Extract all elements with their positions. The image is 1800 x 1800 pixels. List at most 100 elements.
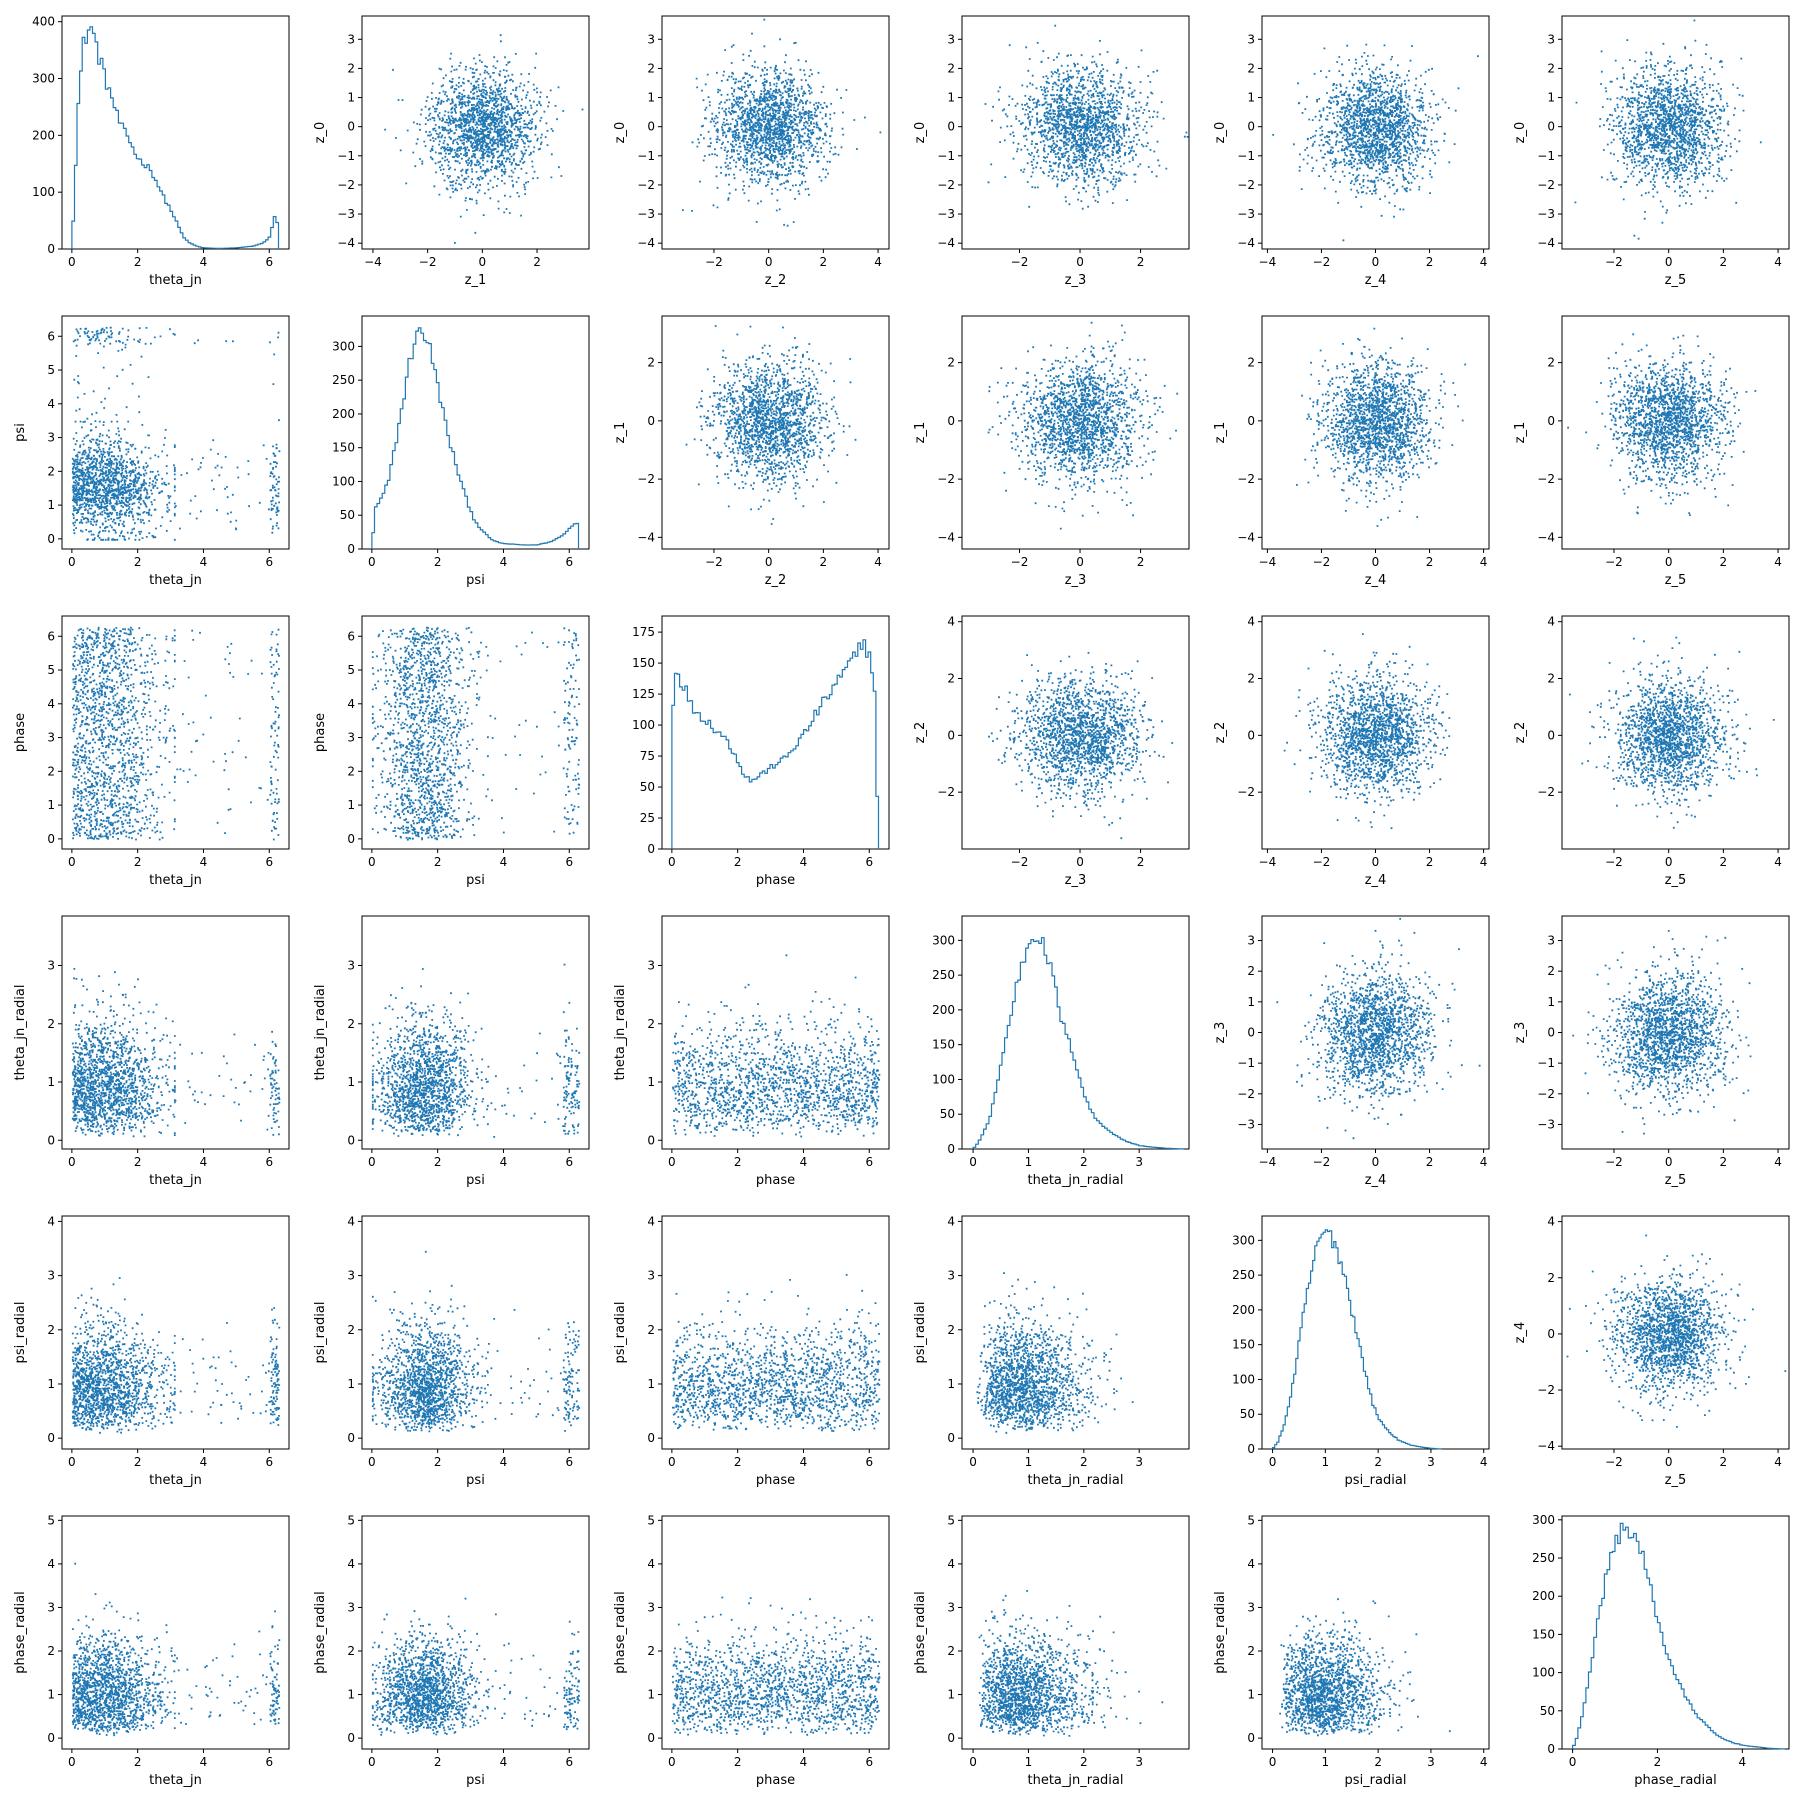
histogram-phase: 0 2 4 6 phase 0 25 50 75 100 125 150 175 — [632, 615, 890, 888]
axes-frame — [361, 915, 590, 1150]
x-tick-label: 6 — [865, 1755, 873, 1769]
x-tick-label: 0 — [68, 1455, 76, 1469]
y-tick-label: 3 — [647, 1600, 655, 1614]
x-axis-label: z_5 — [1665, 573, 1687, 588]
x-tick-label: −2 — [1605, 555, 1623, 569]
histogram-step-line — [371, 327, 580, 549]
y-tick-label: 0 — [1547, 728, 1555, 742]
x-axis-label: z_4 — [1365, 873, 1387, 888]
x-tick-label: −2 — [1011, 855, 1029, 869]
y-tick-label: 4 — [947, 1214, 955, 1228]
y-tick-label: 2 — [347, 1017, 355, 1031]
x-tick-label: 0 — [479, 255, 487, 269]
x-tick-label: 0 — [368, 1155, 376, 1169]
axes-frame — [61, 15, 290, 250]
scatter-z_5-vs-z_0: −2 0 2 4 z_5 −4 −3 −2 −1 0 1 2 3 z_0 — [1513, 15, 1790, 288]
y-axis-label: z_0 — [613, 122, 628, 144]
x-tick-label: −2 — [419, 255, 437, 269]
y-tick-label: 125 — [632, 687, 655, 701]
y-tick-label: 3 — [1247, 32, 1255, 46]
y-tick-label: 2 — [47, 1644, 55, 1658]
x-tick-label: 2 — [1720, 1455, 1728, 1469]
y-tick-label: 100 — [1532, 1666, 1555, 1680]
scatter-points — [976, 1272, 1134, 1434]
x-tick-label: 3 — [1135, 1455, 1143, 1469]
x-tick-label: 1 — [1025, 1155, 1033, 1169]
y-tick-label: 2 — [47, 1323, 55, 1337]
y-tick-label: 2 — [647, 1323, 655, 1337]
x-tick-label: 4 — [200, 1755, 208, 1769]
y-tick-label: 0 — [347, 832, 355, 846]
y-tick-label: 0 — [47, 832, 55, 846]
x-tick-label: 2 — [1374, 1455, 1382, 1469]
x-tick-label: 6 — [265, 855, 273, 869]
scatter-points — [371, 1250, 581, 1433]
y-tick-label: 150 — [932, 1038, 955, 1052]
x-tick-label: −2 — [1313, 855, 1331, 869]
y-tick-label: 2 — [647, 61, 655, 75]
y-tick-label: −4 — [1237, 236, 1255, 250]
y-tick-label: 4 — [1247, 1557, 1255, 1571]
y-tick-label: 3 — [1547, 32, 1555, 46]
x-tick-label: 4 — [500, 1455, 508, 1469]
y-tick-label: 0 — [647, 1731, 655, 1745]
y-tick-label: 3 — [47, 431, 55, 445]
y-axis-label: phase_radial — [13, 1591, 28, 1673]
scatter-z_4-vs-z_1: −4 −2 0 2 4 z_4 −4 −2 0 2 z_1 — [1213, 315, 1490, 588]
x-tick-label: −2 — [1011, 555, 1029, 569]
x-tick-label: 2 — [1720, 255, 1728, 269]
x-axis-label: phase — [756, 1173, 795, 1188]
x-axis-label: psi — [466, 1173, 485, 1188]
y-tick-label: 0 — [1247, 120, 1255, 134]
y-axis-label: z_1 — [1513, 422, 1528, 444]
y-tick-label: 0 — [1547, 1742, 1555, 1756]
x-axis-label: psi — [466, 573, 485, 588]
x-tick-label: 2 — [134, 555, 142, 569]
scatter-points — [384, 34, 584, 244]
y-tick-label: 5 — [347, 1513, 355, 1527]
x-axis-label: psi — [466, 1473, 485, 1488]
y-tick-label: −4 — [637, 530, 655, 544]
x-tick-label: −4 — [1259, 555, 1277, 569]
axes-frame — [61, 315, 290, 550]
axes-frame — [1561, 15, 1790, 250]
y-tick-label: −2 — [937, 472, 955, 486]
x-tick-label: 2 — [734, 1455, 742, 1469]
scatter-psi-vs-psi_radial: 0 2 4 6 psi 0 1 2 3 4 psi_radial — [313, 1214, 590, 1488]
axes-frame — [361, 15, 590, 250]
x-tick-label: 6 — [265, 255, 273, 269]
x-tick-label: 2 — [1426, 855, 1434, 869]
y-tick-label: −2 — [1537, 785, 1555, 799]
x-tick-label: 2 — [820, 555, 828, 569]
axes-frame — [661, 915, 890, 1150]
scatter-points — [672, 954, 881, 1138]
axes-frame — [961, 1215, 1190, 1450]
y-tick-label: 75 — [640, 749, 655, 763]
x-axis-label: z_4 — [1365, 573, 1387, 588]
axes-frame — [661, 15, 890, 250]
x-tick-label: 0 — [1372, 855, 1380, 869]
y-tick-label: −4 — [337, 236, 355, 250]
y-tick-label: −2 — [1537, 1087, 1555, 1101]
y-tick-label: 5 — [47, 1513, 55, 1527]
y-tick-label: 50 — [940, 1107, 955, 1121]
x-tick-label: 0 — [1665, 1455, 1673, 1469]
x-tick-label: 0 — [68, 255, 76, 269]
y-tick-label: 200 — [932, 1003, 955, 1017]
y-tick-label: 200 — [1232, 1303, 1255, 1317]
x-tick-label: 4 — [874, 255, 882, 269]
y-tick-label: −4 — [1537, 236, 1555, 250]
x-tick-label: 4 — [1480, 1455, 1488, 1469]
y-axis-label: z_0 — [313, 122, 328, 144]
x-tick-label: 0 — [969, 1155, 977, 1169]
y-tick-label: 1 — [647, 1377, 655, 1391]
scatter-phase-vs-psi_radial: 0 2 4 6 phase 0 1 2 3 4 psi_radial — [613, 1214, 890, 1488]
y-tick-label: 0 — [947, 120, 955, 134]
y-axis-label: phase_radial — [1213, 1591, 1228, 1673]
x-tick-label: 2 — [134, 1755, 142, 1769]
x-tick-label: 0 — [368, 555, 376, 569]
y-tick-label: 3 — [47, 1269, 55, 1283]
y-tick-label: 1 — [647, 1075, 655, 1089]
y-tick-label: −4 — [1537, 1439, 1555, 1453]
y-tick-label: 3 — [947, 32, 955, 46]
